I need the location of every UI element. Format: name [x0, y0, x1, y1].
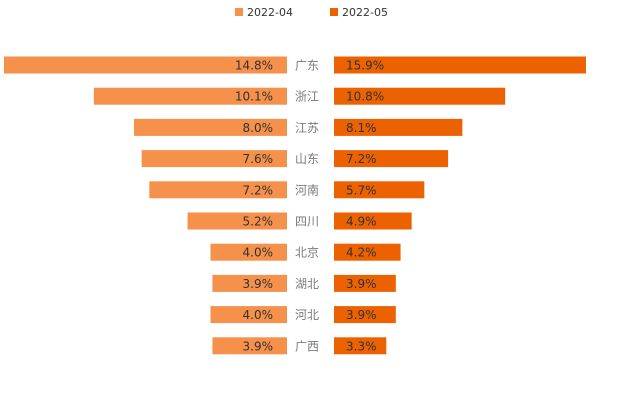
bar-right-label-5: 4.9%	[346, 215, 377, 229]
bar-right-label-7: 3.9%	[346, 277, 377, 291]
category-label-3: 山东	[295, 152, 319, 166]
legend-label-2022-05[interactable]: 2022-05	[342, 6, 388, 19]
bar-right-label-2: 8.1%	[346, 121, 377, 135]
bar-left-label-7: 3.9%	[243, 277, 274, 291]
category-label-6: 北京	[295, 246, 319, 260]
bar-left-6[interactable]	[210, 243, 287, 261]
bar-left-label-5: 5.2%	[243, 215, 274, 229]
bar-left-label-4: 7.2%	[243, 183, 274, 197]
bar-left-1[interactable]	[93, 87, 288, 105]
bar-left-2[interactable]	[134, 118, 287, 136]
right-series-bars: 15.9% 10.8% 8.1% 7.2% 5.7% 4.9% 4.2% 3.9% 3.9% 3.…	[334, 56, 586, 355]
category-label-0: 广东	[295, 59, 319, 73]
bar-right-label-4: 5.7%	[346, 183, 377, 197]
left-series-bars: 14.8% 10.1% 8.0% 7.6% 7.2% 5.2% 4.0% 3.9% 4.0% 3.…	[4, 56, 288, 355]
bar-left-label-1: 10.1%	[235, 90, 273, 104]
category-label-8: 河北	[295, 308, 319, 322]
bar-left-4[interactable]	[149, 181, 287, 199]
category-label-9: 广西	[295, 339, 319, 353]
bar-right-1[interactable]	[334, 87, 506, 105]
bar-right-0[interactable]	[334, 56, 586, 74]
bar-left-label-9: 3.9%	[243, 339, 274, 353]
category-label-5: 四川	[295, 215, 319, 229]
bar-right-9[interactable]	[334, 337, 387, 355]
bar-left-7[interactable]	[212, 274, 287, 292]
bar-right-label-1: 10.8%	[346, 90, 384, 104]
bar-left-5[interactable]	[187, 212, 287, 230]
bar-left-label-6: 4.0%	[243, 246, 274, 260]
bar-right-4[interactable]	[334, 181, 425, 199]
bar-right-label-0: 15.9%	[346, 59, 384, 73]
bar-left-label-2: 8.0%	[243, 121, 274, 135]
bar-right-label-9: 3.3%	[346, 339, 377, 353]
bar-left-8[interactable]	[210, 306, 287, 324]
bar-right-3[interactable]	[334, 150, 449, 168]
bar-left-0[interactable]	[4, 56, 287, 74]
bar-right-label-3: 7.2%	[346, 152, 377, 166]
category-label-2: 江苏	[295, 121, 319, 135]
category-label-7: 湖北	[295, 276, 319, 291]
bar-right-label-8: 3.9%	[346, 308, 377, 322]
category-label-4: 河南	[295, 182, 319, 197]
legend-swatch-2022-05[interactable]	[330, 8, 338, 16]
bar-right-5[interactable]	[334, 212, 412, 230]
bar-right-7[interactable]	[334, 274, 396, 292]
bar-left-label-8: 4.0%	[243, 308, 274, 322]
bar-left-label-0: 14.8%	[235, 59, 273, 73]
category-label-1: 浙江	[295, 90, 319, 104]
bar-right-label-6: 4.2%	[346, 246, 377, 260]
legend-label-2022-04[interactable]: 2022-04	[247, 6, 293, 19]
bar-right-8[interactable]	[334, 306, 396, 324]
bar-left-label-3: 7.6%	[243, 152, 274, 166]
bar-left-9[interactable]	[212, 337, 287, 355]
legend-swatch-2022-04[interactable]	[235, 8, 243, 16]
bar-right-6[interactable]	[334, 243, 401, 261]
bar-left-3[interactable]	[141, 150, 287, 168]
legend: 2022-04 2022-05	[235, 6, 388, 19]
bar-right-2[interactable]	[334, 118, 463, 136]
